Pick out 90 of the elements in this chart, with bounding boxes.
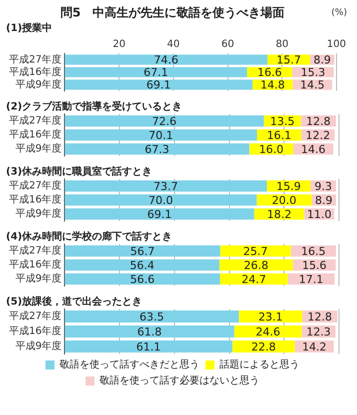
data-label: 56.7	[130, 244, 155, 258]
data-label: 56.6	[130, 272, 155, 286]
data-label: 14.5	[300, 78, 325, 92]
data-label: 17.1	[298, 272, 324, 286]
y-tick-label: 平成16年度	[8, 194, 62, 206]
bar	[64, 80, 252, 90]
bar	[64, 54, 268, 65]
data-label: 15.6	[302, 258, 327, 272]
data-label: 72.6	[152, 114, 177, 128]
y-tick-label: 平成27年度	[8, 53, 62, 66]
x-tick-label: 60	[221, 38, 234, 50]
data-label: 69.1	[146, 78, 171, 92]
bar	[64, 194, 257, 206]
legend-label: 話題によると思う	[220, 358, 300, 371]
y-tick-label: 平成9年度	[15, 340, 62, 352]
data-label: 12.3	[306, 325, 331, 338]
y-tick-label: 平成16年度	[8, 128, 62, 141]
chart-subtitle: (5)放課後，道で出会ったとき	[6, 296, 142, 308]
y-tick-label: 平成16年度	[8, 325, 62, 338]
x-tick-label: 40	[167, 38, 180, 50]
bar	[64, 208, 254, 220]
data-label: 9.3	[314, 180, 332, 193]
y-tick-label: 平成9年度	[15, 78, 62, 90]
y-tick-label: 平成27年度	[8, 310, 62, 322]
data-label: 24.7	[242, 272, 266, 286]
data-label: 12.8	[308, 310, 332, 324]
data-label: 11.0	[307, 208, 332, 221]
data-label: 16.1	[266, 128, 292, 142]
data-label: 69.1	[147, 208, 172, 221]
bar	[64, 67, 248, 78]
bar	[64, 115, 264, 127]
data-label: 22.8	[251, 340, 276, 354]
data-label: 70.0	[148, 194, 173, 207]
bar	[64, 340, 232, 353]
bar	[64, 310, 239, 323]
data-label: 20.0	[272, 194, 296, 207]
data-label: 67.3	[144, 142, 170, 156]
bar	[64, 143, 250, 155]
text: (%)	[331, 8, 347, 18]
y-tick-label: 平成27年度	[8, 180, 62, 192]
data-label: 12.2	[306, 128, 330, 142]
data-label: 61.8	[137, 325, 162, 338]
data-label: 8.9	[313, 54, 331, 67]
bar	[64, 259, 220, 271]
x-tick-label: 100	[326, 38, 346, 50]
data-label: 16.6	[257, 66, 282, 80]
data-label: 25.7	[243, 244, 268, 258]
data-label: 67.1	[144, 66, 168, 80]
data-label: 56.4	[130, 258, 154, 272]
chart-subtitle: (3)休み時間に職員室で話すとき	[6, 166, 152, 178]
bar	[64, 325, 234, 338]
data-label: 26.8	[244, 258, 268, 272]
bar	[64, 129, 257, 141]
chart-subtitle: (2)クラブ活動で指導を受けているとき	[6, 100, 182, 113]
y-tick-label: 平成9年度	[15, 272, 62, 285]
data-label: 13.5	[270, 114, 295, 128]
y-tick-label: 平成16年度	[8, 66, 62, 78]
data-label: 14.8	[260, 78, 285, 92]
legend-label: 敬語を使って話すべきだと思う	[60, 358, 200, 371]
y-tick-label: 平成9年度	[15, 208, 62, 220]
bar	[64, 273, 220, 285]
bar	[64, 245, 220, 257]
data-label: 12.8	[306, 114, 331, 128]
data-label: 15.9	[276, 180, 301, 193]
y-tick-label: 平成27年度	[8, 114, 62, 127]
data-label: 18.2	[266, 208, 292, 221]
chart-subtitle: (1)授業中	[6, 22, 52, 34]
data-label: 16.0	[259, 142, 284, 156]
data-label: 70.1	[148, 128, 174, 142]
data-label: 15.7	[276, 54, 302, 67]
chart-subtitle: (4)休み時間に学校の廊下で話すとき	[6, 230, 172, 243]
data-label: 24.6	[256, 325, 280, 338]
data-label: 23.1	[258, 310, 283, 324]
x-tick-label: 20	[112, 38, 126, 50]
y-tick-label: 平成9年度	[15, 142, 62, 155]
x-tick-label: 80	[276, 38, 288, 50]
data-label: 8.9	[315, 194, 333, 207]
data-label: 16.5	[301, 244, 326, 258]
y-tick-label: 平成16年度	[8, 258, 62, 271]
data-label: 15.3	[300, 66, 326, 80]
data-label: 14.6	[300, 142, 326, 156]
y-tick-label: 平成27年度	[8, 244, 62, 257]
data-label: 63.5	[140, 310, 164, 324]
chart-title: 問5 中高生が先生に敬語を使うべき場面	[60, 5, 285, 20]
bar	[64, 180, 267, 192]
data-label: 14.2	[302, 340, 327, 354]
data-label: 61.1	[136, 340, 161, 354]
data-label: 74.6	[154, 54, 178, 67]
legend-label: 敬語を使って話す必要はないと思う	[100, 374, 260, 387]
data-label: 73.7	[154, 180, 178, 193]
